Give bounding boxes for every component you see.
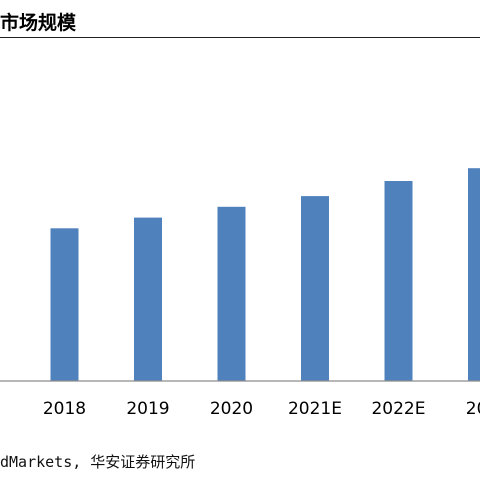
x-tick-label-2023E: 202 <box>466 399 480 419</box>
bar-2019 <box>134 217 162 381</box>
title-divider <box>0 37 480 38</box>
x-tick-label-2022E: 2022E <box>371 399 425 419</box>
bar-2021E <box>301 196 329 381</box>
x-tick-label-2021E: 2021E <box>288 399 342 419</box>
x-tick-label-2019: 2019 <box>126 399 169 419</box>
source-note: dMarkets, 华安证券研究所 <box>0 453 196 471</box>
bar-2020 <box>217 206 246 381</box>
chart-title: 市场规模 <box>0 12 77 34</box>
bar-series <box>50 168 480 381</box>
bar-2022E <box>384 181 413 381</box>
x-tick-label-2020: 2020 <box>210 399 253 419</box>
x-tick-label-2018: 2018 <box>43 399 86 419</box>
bar-2018 <box>50 228 79 381</box>
x-tick-labels: 72018201920202021E2022E202 <box>43 399 480 419</box>
bar-2023E <box>468 168 480 381</box>
